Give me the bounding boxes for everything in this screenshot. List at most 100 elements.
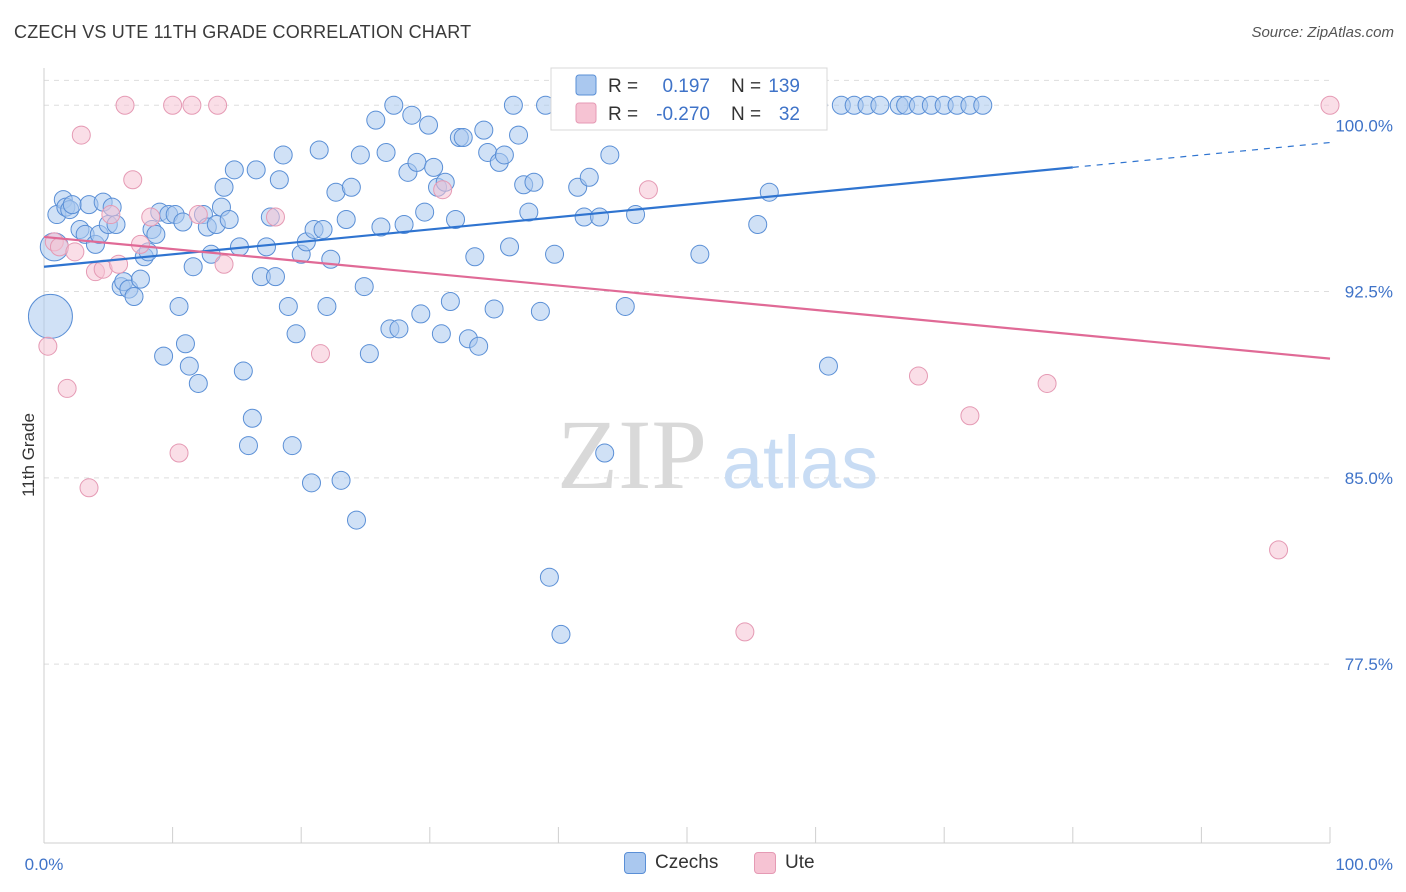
czech-point-112 bbox=[551, 624, 571, 644]
ute-point-5 bbox=[71, 125, 91, 145]
czech-point-99 bbox=[484, 299, 504, 319]
czech-point-34 bbox=[188, 373, 208, 393]
czech-point-148 bbox=[973, 95, 993, 115]
czech-point-107 bbox=[524, 172, 544, 192]
czech-point-82 bbox=[407, 152, 427, 172]
czech-point-19 bbox=[124, 287, 144, 307]
czech-point-128 bbox=[690, 244, 710, 264]
czech-point-119 bbox=[595, 443, 615, 463]
czech-point-140 bbox=[870, 95, 890, 115]
czech-point-6 bbox=[62, 195, 82, 215]
ute-point-18 bbox=[188, 205, 208, 225]
czech-point-61 bbox=[309, 140, 329, 160]
watermark: ZIP atlas bbox=[557, 399, 878, 510]
trend-lines bbox=[43, 141, 1331, 360]
ute-point-24 bbox=[638, 180, 658, 200]
ute-point-12 bbox=[123, 170, 143, 190]
ute-point-16 bbox=[169, 443, 189, 463]
y-tick-labels: 77.5% 85.0% 92.5% 100.0% bbox=[1335, 116, 1393, 674]
czech-point-85 bbox=[419, 115, 439, 135]
czech-point-44 bbox=[233, 361, 253, 381]
czech-point-71 bbox=[354, 277, 374, 297]
ute-point-22 bbox=[310, 344, 330, 364]
czech-point-110 bbox=[539, 567, 559, 587]
czech-point-26 bbox=[154, 346, 174, 366]
ute-point-9 bbox=[101, 205, 121, 225]
czech-point-83 bbox=[411, 304, 431, 324]
czech-point-56 bbox=[286, 324, 306, 344]
x-tick-labels: 0.0% 100.0% bbox=[25, 855, 1393, 874]
czech-point-91 bbox=[446, 210, 466, 230]
chart-source: Source: ZipAtlas.com bbox=[1251, 24, 1394, 41]
czech-point-51 bbox=[265, 267, 285, 287]
czech-point-20 bbox=[130, 269, 150, 289]
axes bbox=[43, 68, 1331, 844]
czech-point-79 bbox=[394, 214, 414, 234]
czech-point-59 bbox=[301, 473, 321, 493]
x-tick-label-1: 100.0% bbox=[1335, 855, 1393, 874]
czech-point-69 bbox=[346, 510, 366, 530]
czech-point-136 bbox=[818, 356, 838, 376]
czech-point-24 bbox=[146, 224, 166, 244]
czech-point-52 bbox=[269, 170, 289, 190]
ute-point-20 bbox=[214, 254, 234, 274]
legend-label-ute: Ute bbox=[785, 852, 815, 873]
czech-point-97 bbox=[474, 120, 494, 140]
czech-point-84 bbox=[415, 202, 435, 222]
ute-point-27 bbox=[908, 366, 928, 386]
czech-point-53 bbox=[273, 145, 293, 165]
legend-n-label-czechs: N = bbox=[731, 76, 761, 97]
watermark-atlas: atlas bbox=[722, 421, 878, 504]
y-tick-label-3: 100.0% bbox=[1335, 116, 1393, 135]
czech-point-102 bbox=[500, 237, 520, 257]
ute-point-31 bbox=[1320, 95, 1340, 115]
ute-point-28 bbox=[960, 406, 980, 426]
legend-r-value-ute: -0.270 bbox=[656, 104, 710, 125]
czech-point-42 bbox=[224, 160, 244, 180]
ute-point-4 bbox=[65, 242, 85, 262]
czech-point-96 bbox=[469, 336, 489, 356]
czech-point-73 bbox=[366, 110, 386, 130]
czech-point-88 bbox=[431, 324, 451, 344]
y-tick-label-1: 85.0% bbox=[1345, 469, 1393, 488]
watermark-zip: ZIP bbox=[557, 399, 707, 510]
legend-swatch-ute bbox=[575, 102, 597, 124]
ute-point-29 bbox=[1037, 373, 1057, 393]
legend-r-value-czechs: 0.197 bbox=[662, 76, 710, 97]
czech-point-78 bbox=[389, 319, 409, 339]
y-tick-label-0: 77.5% bbox=[1345, 655, 1393, 674]
czech-point-32 bbox=[179, 356, 199, 376]
ute-point-11 bbox=[115, 95, 135, 115]
czech-point-70 bbox=[350, 145, 370, 165]
legend-n-value-czechs: 139 bbox=[768, 76, 800, 97]
ute-point-15 bbox=[163, 95, 183, 115]
ute-point-26 bbox=[735, 622, 755, 642]
czech-point-111 bbox=[545, 244, 565, 264]
legend-item-czechs: Czechs bbox=[624, 852, 718, 874]
czech-point-74 bbox=[371, 217, 391, 237]
ute-point-3 bbox=[57, 378, 77, 398]
czech-point-30 bbox=[173, 212, 193, 232]
ute-point-30 bbox=[1269, 540, 1289, 560]
czech-point-54 bbox=[278, 296, 298, 316]
czech-point-67 bbox=[336, 210, 356, 230]
legend-swatch-czechs-bottom bbox=[624, 852, 646, 874]
legend-item-ute: Ute bbox=[754, 852, 815, 874]
czech-point-45 bbox=[238, 436, 258, 456]
czech-point-77 bbox=[384, 95, 404, 115]
legend-swatch-ute-bottom bbox=[754, 852, 776, 874]
czech-point-31 bbox=[175, 334, 195, 354]
legend-label-czechs: Czechs bbox=[655, 852, 719, 873]
czech-point-75 bbox=[376, 142, 396, 162]
czech-point-62 bbox=[313, 219, 333, 239]
legend-n-label-ute: N = bbox=[731, 104, 761, 125]
ute-point-14 bbox=[141, 207, 161, 227]
ute-trend-line bbox=[43, 235, 1331, 360]
czech-point-72 bbox=[359, 344, 379, 364]
czech-point-118 bbox=[590, 207, 610, 227]
czech-point-130 bbox=[748, 214, 768, 234]
czech-point-106 bbox=[519, 202, 539, 222]
legend-n-value-ute: 32 bbox=[779, 104, 800, 125]
czech-point-122 bbox=[615, 296, 635, 316]
legend-swatch-czechs bbox=[575, 74, 597, 96]
